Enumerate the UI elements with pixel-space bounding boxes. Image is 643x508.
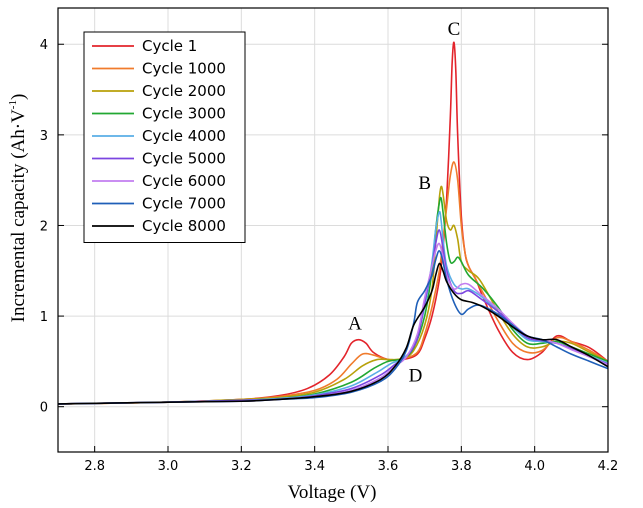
y-tick-label: 2: [40, 219, 48, 234]
y-axis-label-close: ): [8, 94, 29, 100]
y-tick-label: 4: [40, 38, 48, 53]
y-tick-label: 0: [40, 401, 48, 416]
y-tick-label: 3: [40, 129, 48, 144]
x-tick-label: 3.2: [231, 459, 252, 474]
y-axis-label: Incremental capacity (Ah·V-1): [7, 94, 29, 323]
legend-label: Cycle 1: [142, 37, 197, 55]
series-line-cycle-2000: [57, 185, 609, 405]
series-layer: [57, 41, 609, 405]
y-axis-label-group: Incremental capacity (Ah·V-1): [7, 94, 29, 323]
y-tick-label: 1: [40, 310, 48, 325]
series-line-cycle-5000: [57, 229, 609, 405]
legend: Cycle 1 Cycle 1000 Cycle 2000 Cycle 3000 Cyc…: [83, 31, 246, 243]
legend-box: [83, 31, 246, 243]
legend-label: Cycle 8000: [142, 217, 226, 235]
annotations: A B C D: [348, 19, 460, 386]
series-line-cycle-1000: [57, 161, 609, 405]
legend-label: Cycle 3000: [142, 105, 226, 123]
x-axis-label: Voltage (V): [288, 482, 377, 503]
y-axis-label-main: Incremental capacity (Ah·V: [8, 109, 29, 322]
peak-annotation-c: C: [448, 19, 461, 40]
y-axis-label-sup: -1: [7, 100, 19, 109]
x-tick-label: 2.8: [84, 459, 105, 474]
legend-label: Cycle 1000: [142, 60, 226, 78]
x-tick-label: 3.4: [304, 459, 325, 474]
x-tick-label: 4.0: [524, 459, 545, 474]
peak-annotation-b: B: [418, 173, 431, 194]
peak-annotation-d: D: [409, 365, 423, 386]
legend-label: Cycle 5000: [142, 150, 226, 168]
legend-label: Cycle 2000: [142, 82, 226, 100]
series-line-cycle-8000: [57, 262, 609, 405]
axis-ticks: 2.8 3.0 3.2 3.4 3.6 3.8 4.0 4.2 0 1 2 3 4: [40, 38, 619, 474]
peak-annotation-a: A: [348, 314, 362, 335]
series-line-cycle-6000: [57, 242, 609, 405]
x-tick-label: 3.8: [451, 459, 472, 474]
series-line-cycle-3000: [57, 196, 609, 405]
x-tick-label: 3.0: [158, 459, 179, 474]
plot-frame: [57, 7, 609, 453]
legend-label: Cycle 4000: [142, 127, 226, 145]
legend-label: Cycle 6000: [142, 172, 226, 190]
x-tick-label: 3.6: [378, 459, 399, 474]
series-line-cycle-1: [57, 41, 609, 405]
legend-label: Cycle 7000: [142, 195, 226, 213]
series-line-cycle-7000: [57, 250, 609, 405]
series-line-cycle-4000: [57, 210, 609, 405]
x-tick-label: 4.2: [598, 459, 619, 474]
